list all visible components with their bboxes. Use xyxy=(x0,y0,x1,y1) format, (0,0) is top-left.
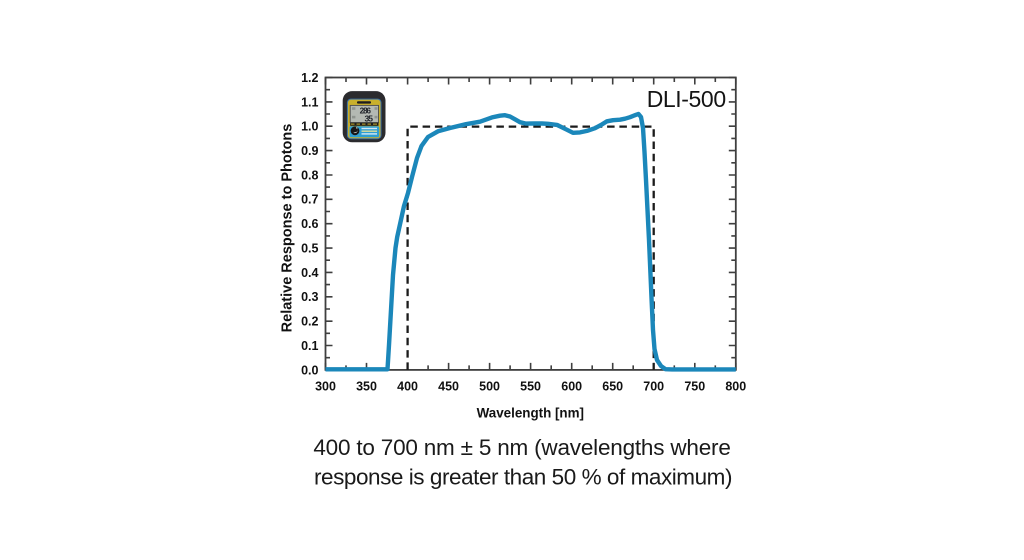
svg-text:Relative Response to Photons: Relative Response to Photons xyxy=(280,124,296,333)
svg-text:1.1: 1.1 xyxy=(301,95,318,109)
svg-text:750: 750 xyxy=(684,379,705,393)
svg-text:0.2: 0.2 xyxy=(301,315,318,329)
svg-text:500: 500 xyxy=(479,379,500,393)
svg-text:0.0: 0.0 xyxy=(301,363,318,377)
svg-text:450: 450 xyxy=(438,379,459,393)
svg-text:0.3: 0.3 xyxy=(301,290,318,304)
svg-text:550: 550 xyxy=(520,379,541,393)
svg-text:0.5: 0.5 xyxy=(301,242,318,256)
svg-text:0.7: 0.7 xyxy=(301,193,318,207)
svg-text:1.2: 1.2 xyxy=(301,71,318,85)
svg-text:1.0: 1.0 xyxy=(301,120,318,134)
svg-text:650: 650 xyxy=(602,379,623,393)
svg-text:400 to 700 nm ± 5 nm (waveleng: 400 to 700 nm ± 5 nm (wavelengths where xyxy=(313,435,730,460)
svg-text:800: 800 xyxy=(725,379,746,393)
svg-text:700: 700 xyxy=(643,379,664,393)
svg-text:0.4: 0.4 xyxy=(301,266,318,280)
svg-text:0.6: 0.6 xyxy=(301,217,318,231)
svg-text:286: 286 xyxy=(360,107,372,116)
svg-text:0.1: 0.1 xyxy=(301,339,318,353)
svg-text:600: 600 xyxy=(561,379,582,393)
svg-text:response is greater than 50 %: response is greater than 50 % of maximum… xyxy=(314,465,732,490)
svg-text:300: 300 xyxy=(315,379,336,393)
svg-text:Wavelength [nm]: Wavelength [nm] xyxy=(477,406,584,421)
svg-text:400: 400 xyxy=(397,379,418,393)
svg-text:35: 35 xyxy=(365,113,374,123)
svg-text:0.9: 0.9 xyxy=(301,144,318,158)
svg-text:DLI-500: DLI-500 xyxy=(647,86,726,112)
svg-text:0.8: 0.8 xyxy=(301,168,318,182)
svg-text:350: 350 xyxy=(356,379,377,393)
